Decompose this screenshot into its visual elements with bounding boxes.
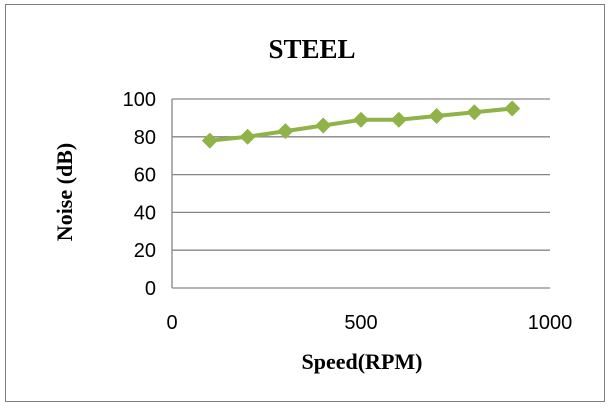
x-tick-label-1000: 1000 (528, 312, 573, 334)
x-tick-label-500: 500 (344, 312, 377, 334)
y-tick-label-20: 20 (134, 240, 156, 262)
y-tick-label-60: 60 (134, 165, 156, 187)
series-group (201, 100, 521, 149)
data-point-400 (315, 117, 332, 134)
x-tick-label-0: 0 (166, 312, 177, 334)
data-point-700 (428, 108, 445, 125)
y-tick-label-80: 80 (134, 127, 156, 149)
y-tick-label-100: 100 (123, 89, 156, 111)
y-axis-label: Noise (dB) (52, 143, 77, 241)
y-tick-label-40: 40 (134, 202, 156, 224)
data-point-600 (390, 111, 407, 128)
data-point-900 (504, 100, 521, 117)
axes (171, 99, 550, 289)
chart-frame (5, 4, 605, 402)
data-point-200 (239, 128, 256, 145)
data-point-800 (466, 104, 483, 121)
data-point-300 (277, 123, 294, 140)
data-point-500 (353, 111, 369, 128)
x-axis-label: Speed(RPM) (302, 349, 423, 374)
chart-title: STEEL (268, 34, 355, 64)
data-point-100 (201, 132, 218, 149)
gridlines (172, 98, 550, 251)
y-tick-label-0: 0 (145, 278, 156, 300)
